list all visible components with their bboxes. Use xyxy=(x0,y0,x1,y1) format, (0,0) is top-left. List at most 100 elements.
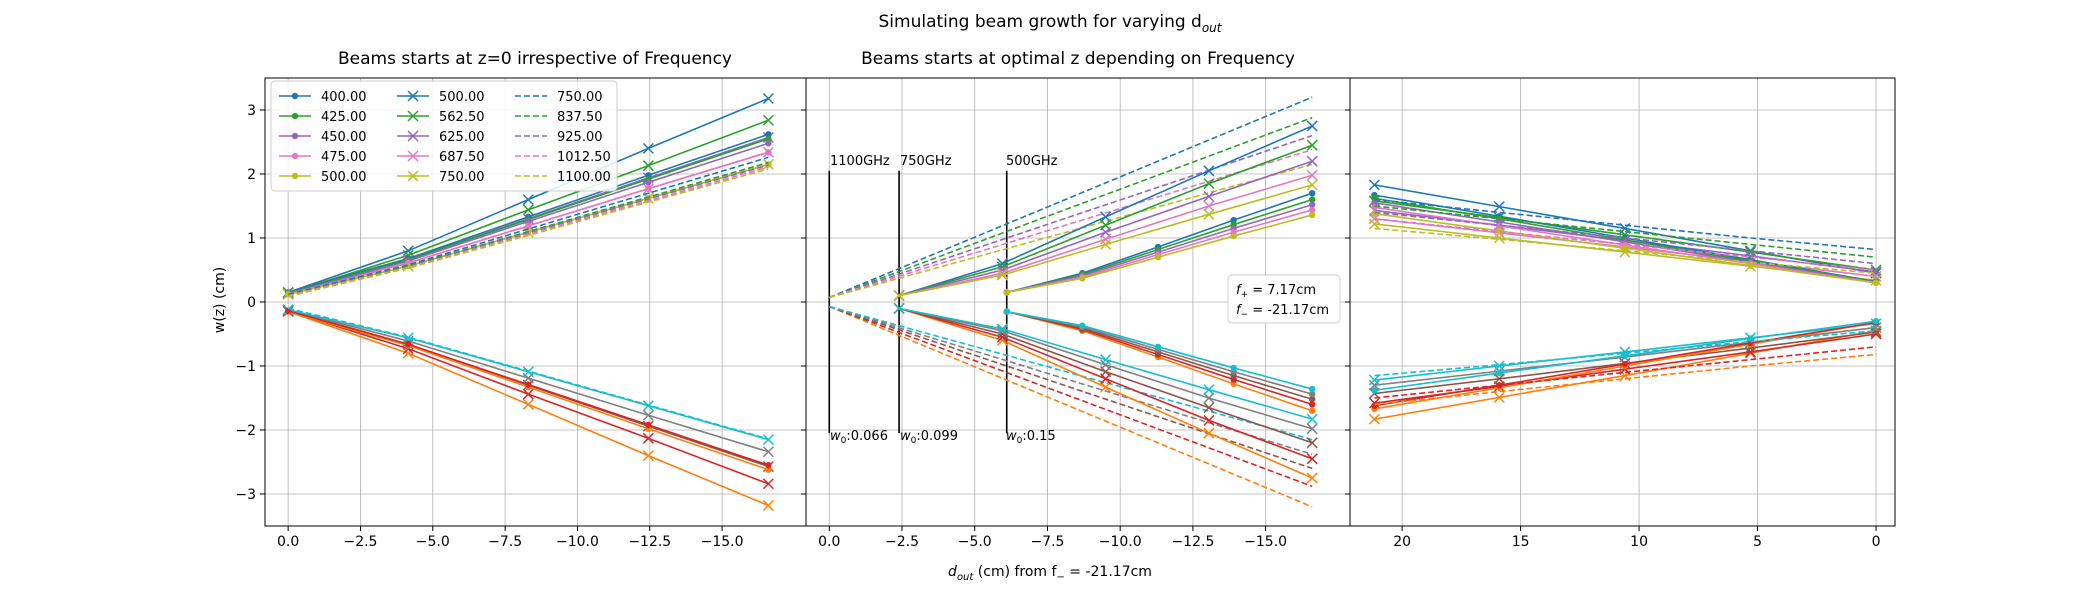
legend-label: 1100.00 xyxy=(557,170,611,185)
data-point xyxy=(762,114,774,126)
data-point xyxy=(1306,437,1318,449)
data-point xyxy=(1306,139,1318,151)
data-point xyxy=(1230,380,1237,388)
x-tick-label: −5.0 xyxy=(958,534,992,550)
data-point xyxy=(402,332,414,344)
x-axis-label-value: = -21.17cm xyxy=(1065,564,1152,580)
data-point xyxy=(893,302,905,314)
legend-entry: 425.00 xyxy=(279,110,367,125)
data-point xyxy=(893,290,905,302)
series-ff7f0e-dash xyxy=(828,305,1313,508)
x-axis-label: dout (cm) from f− = -21.17cm xyxy=(948,564,1152,583)
f-plus-subscript: + xyxy=(1241,290,1249,300)
series-line xyxy=(828,116,1313,299)
series-e377c2-dash xyxy=(1374,218,1877,271)
data-point xyxy=(1371,199,1378,206)
legend-label: 687.50 xyxy=(439,150,485,165)
legend-label: 425.00 xyxy=(321,110,367,125)
x-tick-label: −10.0 xyxy=(556,534,599,550)
series-17becf-dot xyxy=(1003,308,1316,393)
x-tick-label: −2.5 xyxy=(885,534,919,550)
data-point xyxy=(1203,165,1215,177)
data-point xyxy=(765,161,772,168)
data-point xyxy=(522,398,534,410)
data-point xyxy=(405,341,412,348)
data-point xyxy=(1230,232,1237,240)
data-point xyxy=(1308,396,1316,403)
series-line xyxy=(1374,211,1877,265)
data-point xyxy=(522,204,534,216)
data-point xyxy=(1371,387,1378,394)
w0-symbol: w xyxy=(830,429,841,444)
data-point xyxy=(1203,392,1215,404)
data-point xyxy=(1306,423,1318,435)
y-tick-label: 3 xyxy=(247,103,256,119)
annotation-500ghz-bottom: w0:0.15 xyxy=(1006,429,1056,446)
focal-info-box-frame xyxy=(1227,274,1341,324)
data-point xyxy=(1621,352,1629,359)
series-line xyxy=(1374,205,1877,258)
x-tick-label: −12.5 xyxy=(1171,534,1214,550)
series-line xyxy=(1374,227,1877,274)
data-point xyxy=(1621,360,1629,368)
legend-marker xyxy=(407,130,419,142)
data-point xyxy=(1308,201,1316,208)
legend-label: 837.50 xyxy=(557,110,603,125)
data-point xyxy=(1203,178,1215,190)
data-point xyxy=(1079,322,1086,329)
legend-label: 1012.50 xyxy=(557,150,611,165)
series-bcbd22-dash xyxy=(1374,227,1877,274)
f-minus-subscript: − xyxy=(1241,310,1249,320)
data-point xyxy=(1230,216,1237,224)
axes-frame xyxy=(1349,77,1896,527)
legend-entry: 562.50 xyxy=(397,110,485,125)
data-point xyxy=(1203,200,1215,212)
series-1f77b4-dash xyxy=(287,156,769,296)
series-line xyxy=(1374,218,1877,271)
panel-2-annotations: 1100GHz w0:0.066 750GHz w0:0.099 500GHz … xyxy=(830,154,1341,446)
series-d62728-dash xyxy=(828,305,1313,488)
y-axis xyxy=(801,109,806,495)
legend-entry: 500.00 xyxy=(279,170,367,185)
data-point xyxy=(1308,211,1316,219)
data-point xyxy=(1493,360,1505,372)
legend-label: 500.00 xyxy=(321,170,367,185)
data-point xyxy=(1493,201,1505,213)
x-tick-label: 5 xyxy=(1753,534,1762,550)
w0-subscript: 0 xyxy=(911,436,917,446)
data-point xyxy=(1872,318,1880,325)
legend-entry: 837.50 xyxy=(515,110,603,125)
data-point xyxy=(762,499,774,512)
data-point xyxy=(642,432,654,444)
series-17becf-x xyxy=(282,304,774,446)
f-plus-label: f+ = 7.17cm xyxy=(1236,283,1316,300)
series-line xyxy=(829,305,1313,456)
series-line xyxy=(828,305,1313,488)
x-tick-label: −2.5 xyxy=(343,534,377,550)
legend-entry: 1100.00 xyxy=(515,170,611,185)
data-point xyxy=(1371,204,1378,211)
legend-entry: 750.00 xyxy=(397,170,485,185)
x-tick-label: −5.0 xyxy=(416,534,450,550)
series-17becf-x xyxy=(893,302,1318,425)
series-line xyxy=(1374,330,1877,377)
data-point xyxy=(1744,347,1756,359)
legend-entry: 687.50 xyxy=(397,150,485,165)
data-point xyxy=(1496,227,1503,235)
data-point xyxy=(1371,210,1378,217)
legend-label: 475.00 xyxy=(321,150,367,165)
figure-title: Simulating beam growth for varying dout xyxy=(879,12,1223,35)
series-7f7f7f-x xyxy=(893,302,1318,435)
data-point xyxy=(1496,369,1503,377)
data-point xyxy=(765,462,772,469)
annotation-750ghz-top: 750GHz xyxy=(900,154,952,169)
data-point xyxy=(1308,196,1316,203)
legend-marker xyxy=(291,172,299,180)
data-point xyxy=(1368,413,1380,425)
x-tick-label: −15.0 xyxy=(701,534,744,550)
series-line xyxy=(898,144,1313,297)
series-line xyxy=(1374,198,1877,251)
data-point xyxy=(1203,402,1215,414)
data-point xyxy=(1306,155,1318,167)
y-tick-label: −1 xyxy=(235,359,256,375)
